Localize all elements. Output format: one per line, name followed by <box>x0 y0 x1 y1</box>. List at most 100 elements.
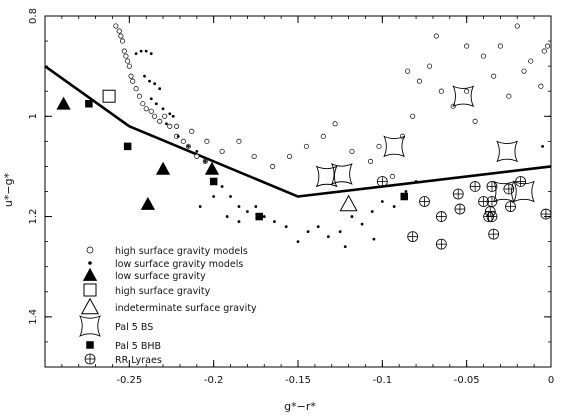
x-tick-label: -0.25 <box>116 375 142 386</box>
data-point <box>220 185 224 188</box>
data-point <box>541 48 547 54</box>
data-point <box>287 153 293 159</box>
data-point <box>130 78 136 84</box>
data-point <box>433 33 439 39</box>
data-point <box>237 205 241 208</box>
data-marks <box>44 23 552 250</box>
data-point <box>251 153 257 159</box>
data-point <box>376 143 382 149</box>
legend-marker <box>79 315 101 337</box>
data-point <box>540 208 552 220</box>
data-point <box>272 220 276 223</box>
data-point <box>136 93 143 99</box>
data-point <box>203 160 207 163</box>
axis-ticks: -0.25 -0.2 -0.15 -0.1 -0.05 0 0.8 1 1.2 1.4 <box>28 8 554 386</box>
series-indeterminate-surface-gravity <box>339 194 358 212</box>
data-point <box>343 245 347 249</box>
data-point <box>416 78 422 84</box>
data-point <box>454 203 466 215</box>
legend-label: indeterminate surface gravity <box>115 303 257 314</box>
y-tick-label: 1 <box>28 113 39 119</box>
data-point <box>120 38 126 44</box>
data-point <box>488 228 500 240</box>
data-point <box>152 113 158 119</box>
legend-marker <box>80 297 100 315</box>
legend-item: low surface gravity models <box>88 259 243 270</box>
y-tick-label: 1.4 <box>28 309 39 325</box>
data-point <box>161 107 165 111</box>
data-point <box>404 190 408 193</box>
data-point <box>140 196 156 210</box>
data-point <box>139 49 143 53</box>
legend-label: high surface gravity models <box>115 246 248 257</box>
data-point <box>339 194 358 212</box>
data-point <box>464 88 470 94</box>
data-point <box>195 149 199 153</box>
data-point <box>506 93 512 99</box>
legend-item: Pal 5 BS <box>79 315 153 337</box>
data-point <box>435 238 447 250</box>
data-point <box>134 52 138 56</box>
data-point <box>521 68 527 74</box>
data-point <box>480 53 487 59</box>
data-point <box>144 49 148 53</box>
data-point <box>410 113 416 119</box>
data-point <box>383 135 406 158</box>
series-low-surface-gravity <box>56 96 220 210</box>
legend-marker <box>82 267 98 281</box>
data-point <box>171 114 175 118</box>
legend-label: Pal 5 BS <box>115 322 153 333</box>
data-point <box>486 196 498 207</box>
data-point <box>155 161 171 175</box>
data-point <box>306 230 310 234</box>
data-point <box>254 205 258 208</box>
data-point <box>414 180 418 183</box>
data-point <box>148 79 151 83</box>
legend-marker <box>86 246 94 254</box>
data-point <box>338 230 342 234</box>
legend-item: high surface gravity models <box>86 246 248 257</box>
data-point <box>189 128 195 134</box>
data-point <box>405 68 411 74</box>
data-point <box>128 73 134 79</box>
data-point <box>246 210 249 213</box>
data-point <box>360 222 364 226</box>
data-point <box>528 58 534 64</box>
data-point <box>303 143 309 149</box>
data-point <box>452 188 464 200</box>
data-point <box>229 195 232 198</box>
data-point <box>472 118 478 124</box>
data-point <box>486 181 498 192</box>
x-tick-label: -0.2 <box>204 375 224 386</box>
y-tick-label: 1.2 <box>28 209 39 225</box>
legend-label: RR Lyraes <box>115 355 162 366</box>
data-point <box>496 140 519 163</box>
data-point <box>174 123 180 129</box>
data-point <box>503 183 515 195</box>
data-point <box>168 112 172 116</box>
data-point <box>121 48 127 54</box>
data-point <box>514 23 520 29</box>
data-point <box>296 240 300 244</box>
data-point <box>143 74 146 78</box>
x-tick-label: 0 <box>548 375 554 386</box>
data-point <box>236 138 242 144</box>
data-point <box>154 102 158 106</box>
data-point <box>330 163 353 185</box>
data-point <box>350 215 354 218</box>
data-point <box>270 163 276 169</box>
data-point <box>389 173 396 180</box>
data-point <box>140 101 146 107</box>
legend-marker <box>83 283 97 297</box>
data-point <box>204 138 210 144</box>
data-point <box>513 180 535 203</box>
x-tick-label: -0.1 <box>373 375 393 386</box>
data-point <box>315 165 338 188</box>
data-point <box>123 53 129 59</box>
data-point <box>438 88 444 94</box>
data-point <box>158 87 162 91</box>
data-point <box>392 205 396 208</box>
data-point <box>380 200 384 203</box>
data-point <box>284 225 288 229</box>
data-point <box>262 215 266 218</box>
